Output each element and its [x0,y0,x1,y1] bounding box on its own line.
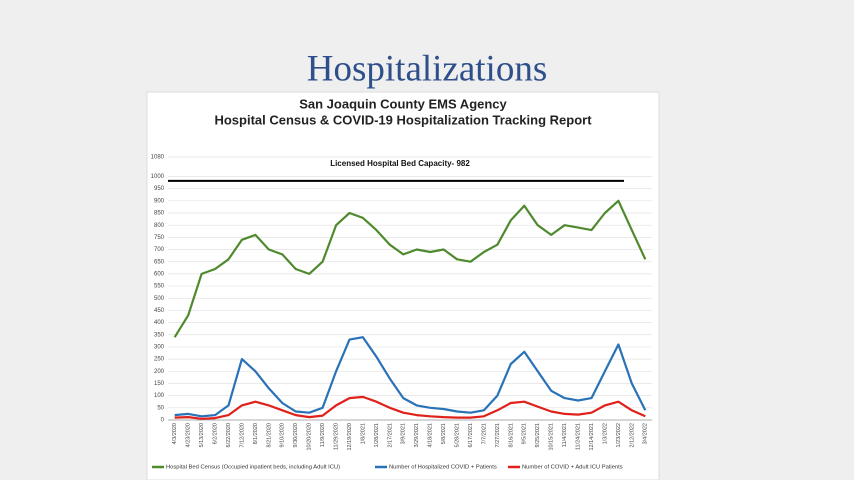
y-tick-label: 950 [154,186,165,192]
x-tick-label: 8/16/2021 [508,423,514,447]
y-tick-label: 500 [154,296,165,302]
y-tick-label: 750 [154,235,165,241]
y-tick-label: 150 [154,381,165,387]
slide-title: Hospitalizations [307,48,547,89]
y-tick-label: 0 [161,418,165,424]
y-tick-label: 800 [154,223,165,229]
y-tick-label: 1080 [151,155,165,161]
x-tick-label: 1/3/2022 [602,423,608,444]
x-tick-label: 6/22/2020 [226,423,232,447]
x-tick-label: 5/8/2021 [441,423,447,444]
x-tick-label: 2/17/2021 [387,423,393,447]
x-tick-label: 12/19/2020 [347,423,353,451]
x-tick-label: 4/23/2020 [186,423,192,447]
x-tick-label: 12/14/2021 [589,423,595,451]
x-tick-label: 9/25/2021 [535,423,541,447]
chart-subtitle: Hospital Census & COVID-19 Hospitalizati… [214,112,592,127]
x-tick-label: 4/18/2021 [428,423,434,447]
x-tick-label: 5/13/2020 [199,423,205,447]
x-tick-label: 4/3/2020 [172,423,178,444]
x-tick-label: 1/8/2021 [360,423,366,444]
x-tick-label: 8/1/2020 [253,423,259,444]
x-tick-label: 11/9/2020 [320,423,326,447]
x-tick-label: 11/24/2021 [576,423,582,450]
x-tick-label: 9/10/2020 [280,423,286,447]
x-tick-label: 2/12/2022 [629,423,635,447]
x-tick-label: 10/20/2020 [307,423,313,451]
series-line [174,395,646,420]
y-tick-label: 50 [157,405,164,411]
x-tick-label: 6/2/2020 [213,423,219,444]
y-tick-label: 400 [154,320,165,326]
x-tick-label: 11/29/2020 [334,423,340,450]
x-tick-label: 7/27/2021 [495,423,501,447]
x-tick-label: 7/7/2021 [481,423,487,444]
series-line [174,336,647,418]
legend-label: Hospital Bed Census (Occupied inpatient … [166,465,340,471]
x-tick-label: 7/12/2020 [239,423,245,447]
annotation: Licensed Hospital Bed Capacity- 982 [330,159,470,168]
y-tick-label: 1000 [151,174,165,180]
x-tick-label: 1/23/2022 [616,423,622,447]
y-tick-label: 450 [154,308,165,314]
y-tick-label: 200 [154,369,165,375]
chart-title: San Joaquin County EMS Agency [299,96,507,111]
y-tick-label: 850 [154,211,165,217]
x-tick-label: 9/30/2020 [293,423,299,447]
y-tick-label: 100 [154,393,165,399]
x-tick-label: 3/29/2021 [414,423,420,447]
x-tick-label: 5/28/2021 [455,423,461,447]
x-tick-label: 3/4/2022 [643,423,649,444]
y-tick-label: 300 [154,345,165,351]
x-tick-label: 3/9/2021 [401,423,407,444]
y-tick-label: 550 [154,284,165,290]
y-tick-label: 600 [154,271,165,277]
x-tick-label: 8/21/2020 [266,423,272,447]
y-tick-label: 250 [154,357,165,363]
legend-label: Number of COVID + Adult ICU Patients [522,465,623,471]
series-line [173,199,647,338]
y-tick-label: 900 [154,198,165,204]
x-tick-label: 11/4/2021 [562,423,568,447]
x-tick-label: 10/15/2021 [549,423,555,451]
legend-label: Number of Hospitalized COVID + Patients [389,465,497,471]
x-tick-label: 9/5/2021 [522,423,528,444]
y-tick-label: 650 [154,259,165,265]
x-tick-label: 6/17/2021 [468,423,474,447]
y-tick-label: 350 [154,332,165,338]
y-tick-label: 700 [154,247,165,253]
x-tick-label: 1/28/2021 [374,423,380,447]
